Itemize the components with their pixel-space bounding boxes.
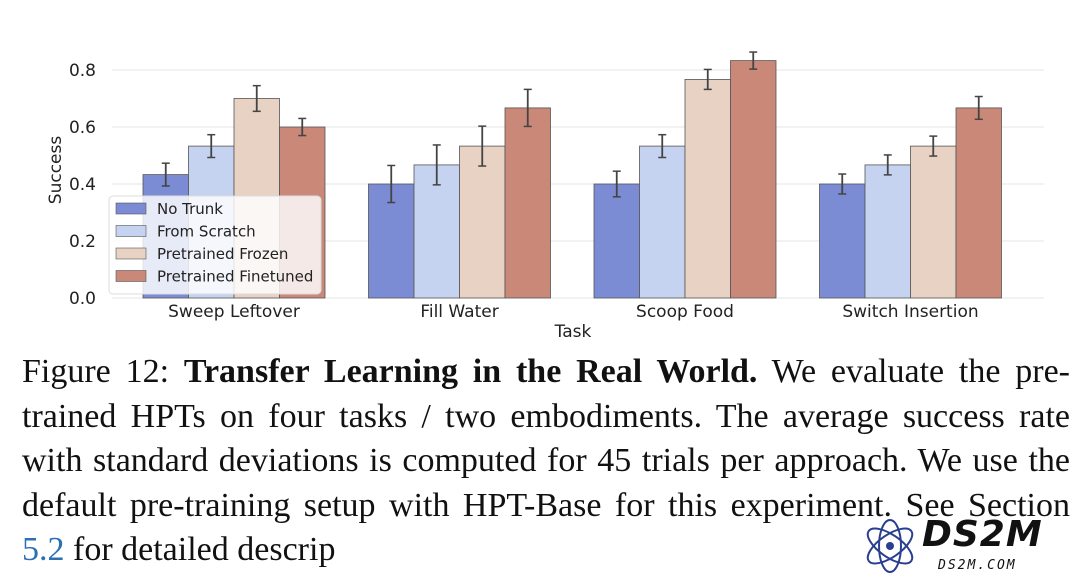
legend-box — [108, 195, 322, 295]
y-tick-label: 0.8 — [69, 61, 96, 81]
x-axis-label: Task — [554, 322, 592, 342]
x-tick-label: Fill Water — [420, 302, 498, 322]
bar — [819, 183, 866, 299]
caption-body: We evaluate the pre-trained HPTs on four… — [22, 353, 1070, 524]
x-tick-label: Sweep Leftover — [168, 302, 300, 322]
legend-swatch — [115, 270, 147, 282]
section-link[interactable]: 5.2 — [22, 531, 65, 568]
watermark-brand: DS2M — [922, 514, 1043, 555]
error-bars — [161, 51, 983, 204]
legend-label: No Trunk — [157, 200, 223, 218]
y-axis-ticks: 0.0 0.2 0.4 0.6 0.8 — [69, 61, 96, 309]
bar-chart: 0.0 0.2 0.4 0.6 0.8 Sweep Leftover Fill Water… — [46, 51, 1044, 342]
legend-swatch — [115, 202, 147, 215]
legend-label: Pretrained Finetuned — [157, 268, 313, 286]
bar — [593, 183, 640, 299]
legend: No Trunk From Scratch Pretrained Frozen Pre… — [108, 195, 322, 295]
y-axis-label: Success — [46, 136, 66, 205]
bar — [955, 107, 1002, 299]
legend-label: From Scratch — [157, 223, 256, 241]
y-tick-label: 0.2 — [69, 232, 96, 252]
bar — [639, 145, 686, 299]
bar — [504, 107, 551, 299]
caption-label: Figure 12: — [22, 353, 170, 390]
bar — [864, 164, 911, 299]
x-tick-label: Switch Insertion — [842, 302, 978, 322]
legend-label: Pretrained Frozen — [157, 245, 288, 263]
y-tick-label: 0.6 — [69, 118, 96, 138]
bar — [684, 79, 731, 299]
legend-swatch — [115, 247, 147, 260]
x-tick-label: Scoop Food — [636, 302, 734, 322]
figure-caption: Figure 12: Transfer Learning in the Real… — [22, 350, 1070, 573]
watermark: DS2M DS2M.COM — [860, 510, 1070, 582]
bar — [459, 145, 506, 299]
caption-title: Transfer Learning in the Real World. — [183, 353, 758, 390]
atom-logo-icon — [866, 519, 914, 573]
caption-tail: for detailed descrip — [73, 531, 336, 568]
x-axis-ticks: Sweep Leftover Fill Water Scoop Food Switch… — [168, 302, 978, 322]
watermark-url: DS2M.COM — [938, 558, 1017, 573]
legend-swatch — [115, 225, 147, 237]
bar — [910, 145, 957, 299]
y-tick-label: 0.4 — [69, 175, 96, 195]
bar — [730, 60, 777, 299]
y-tick-label: 0.0 — [69, 289, 96, 309]
